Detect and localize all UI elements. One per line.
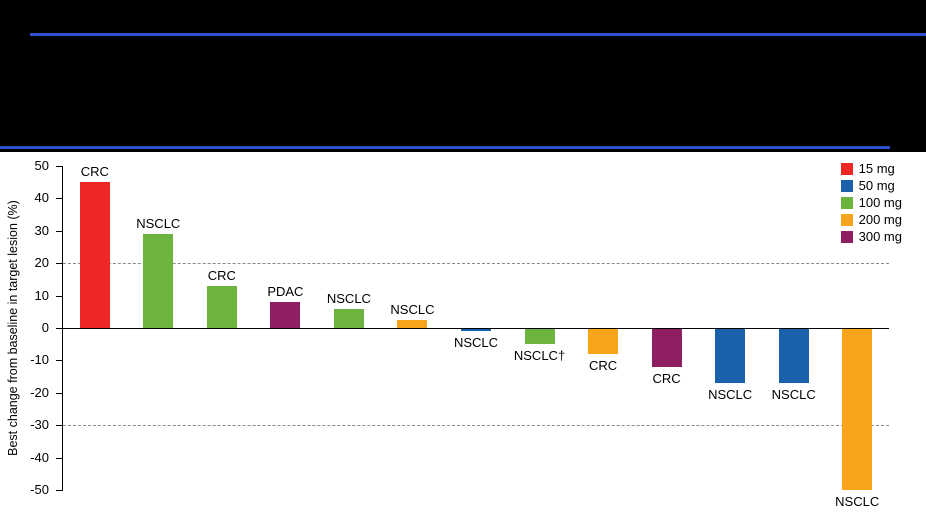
y-tick-label: 20 [34, 255, 49, 271]
legend-swatch [840, 230, 853, 243]
legend-item: 50 mg [840, 178, 902, 193]
blue-rule-top [30, 33, 926, 36]
legend-swatch [840, 162, 853, 175]
bar [206, 285, 237, 328]
zero-baseline [63, 328, 889, 329]
bar [143, 234, 174, 328]
legend: 15 mg 50 mg 100 mg 200 mg 300 mg [840, 161, 902, 244]
dashed-gridline [63, 425, 889, 427]
legend-swatch [840, 196, 853, 209]
bar [588, 329, 619, 354]
y-tick-mark [56, 230, 63, 232]
bar-label: CRC [207, 267, 236, 283]
bar [524, 329, 555, 345]
bar-label: NSCLC [771, 387, 816, 403]
legend-label: 50 mg [858, 178, 895, 193]
bar [651, 329, 682, 367]
y-tick-mark [56, 198, 63, 200]
bar [397, 319, 428, 328]
bar [461, 329, 491, 332]
blue-rule-bottom [0, 146, 890, 149]
bar [778, 329, 809, 384]
y-tick-label: 10 [34, 287, 49, 303]
plot-area: 50 40 30 20 10 0 -10 -20 -30 -40 -50 CRC NSCLC CRC PDA… [30, 158, 889, 509]
y-tick-label: -40 [30, 449, 49, 465]
y-tick-label: 30 [34, 222, 49, 238]
bar-label: NSCLC [326, 290, 371, 306]
legend-label: 200 mg [858, 212, 902, 227]
bar-label: NSCLC [390, 301, 435, 317]
bar-label: NSCLC [835, 494, 880, 509]
y-tick-mark [56, 392, 63, 394]
bar-label: CRC [80, 164, 109, 180]
bar-label: NSCLC† [513, 348, 566, 364]
legend-label: 100 mg [858, 195, 902, 210]
bar-label: CRC [588, 357, 618, 373]
y-tick-label: 0 [41, 320, 49, 335]
y-tick-mark [56, 360, 63, 362]
y-tick-mark [56, 457, 63, 459]
y-tick-label: 50 [34, 158, 49, 173]
legend-item: 300 mg [840, 229, 902, 244]
bar-label: CRC [652, 370, 681, 386]
chart-panel: Best change from baseline in target lesi… [0, 152, 926, 519]
bar [842, 329, 873, 490]
bar [333, 308, 364, 328]
legend-item: 200 mg [840, 212, 902, 227]
legend-item: 15 mg [840, 161, 902, 176]
y-tick-mark [56, 328, 63, 329]
legend-label: 300 mg [858, 229, 902, 244]
bar-label: NSCLC [708, 387, 753, 403]
bar [715, 329, 746, 384]
y-tick-label: -10 [30, 352, 49, 368]
legend-swatch [840, 213, 853, 226]
y-tick-label: -20 [30, 384, 49, 400]
legend-swatch [840, 179, 853, 192]
dashed-gridline [63, 263, 889, 265]
legend-label: 15 mg [858, 161, 895, 176]
bar-label: PDAC [267, 284, 304, 300]
bar-label: NSCLC [136, 216, 181, 232]
y-tick-mark [56, 263, 63, 265]
bar [79, 182, 110, 328]
bar-label: NSCLC [453, 335, 499, 351]
y-tick-mark [56, 295, 63, 297]
y-tick-label: -30 [30, 417, 49, 433]
y-tick-label: 40 [34, 190, 49, 206]
bar [270, 302, 301, 328]
legend-item: 100 mg [840, 195, 902, 210]
y-tick-mark [56, 166, 63, 167]
y-tick-mark [56, 490, 63, 491]
y-tick-mark [56, 425, 63, 427]
y-tick-label: -50 [30, 482, 49, 497]
